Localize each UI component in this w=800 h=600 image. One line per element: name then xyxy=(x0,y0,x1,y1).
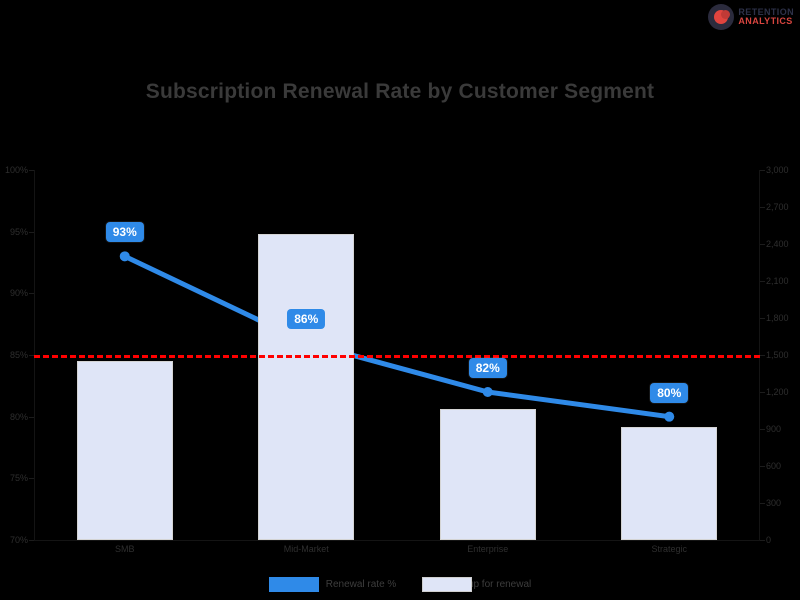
y-axis-left-tickmark xyxy=(29,355,34,356)
y-axis-left-tickmark xyxy=(29,478,34,480)
logo-flower-icon xyxy=(708,4,735,30)
y-axis-right-tick: 2,700 xyxy=(766,202,789,212)
y-axis-right-tick: 0 xyxy=(766,535,772,545)
y-axis-left-tickmark xyxy=(29,293,34,295)
legend-swatch-bar xyxy=(422,577,473,592)
y-axis-left-tickmark xyxy=(29,170,34,171)
line-data-point[interactable] xyxy=(119,251,130,262)
y-axis-right-tickmark xyxy=(760,466,765,467)
y-axis-right-tick: 2,100 xyxy=(766,276,789,286)
y-axis-left-tickmark xyxy=(29,416,34,418)
y-axis-left-tick: 70% xyxy=(9,535,28,545)
bar-smb[interactable] xyxy=(76,361,173,540)
renewal-rate-line xyxy=(122,253,672,420)
x-axis-label: Strategic xyxy=(651,544,688,554)
y-axis-right-tick: 1,200 xyxy=(766,387,789,397)
y-axis-left-tick: 80% xyxy=(9,411,28,422)
chart-title: Subscription Renewal Rate by Customer Se… xyxy=(145,80,655,103)
y-axis-right-tickmark xyxy=(760,355,765,356)
y-axis-right-tickmark xyxy=(760,244,765,245)
y-axis-right-tick: 1,500 xyxy=(766,350,789,360)
y-axis-left-tick: 85% xyxy=(9,350,28,360)
plot-area: 100% 95% 90% 85% 80% 75% 70% 3,000 2,700 2,400 2,1… xyxy=(5,165,789,554)
y-axis-right-tickmark xyxy=(760,429,765,430)
data-label: 93% xyxy=(105,222,144,243)
y-axis-right-tickmark xyxy=(760,170,765,171)
y-axis-right-tickmark xyxy=(760,392,765,393)
line-data-point[interactable] xyxy=(482,387,493,397)
bar-mid-market[interactable] xyxy=(258,234,355,540)
y-axis-left-tick: 75% xyxy=(9,473,28,484)
y-axis-left-tickmark xyxy=(29,231,34,233)
y-axis-right-tickmark xyxy=(760,540,765,541)
brand-logo: RETENTION ANALYTICS xyxy=(708,4,794,30)
y-axis-right-tickmark xyxy=(760,281,765,282)
logo-wordmark: RETENTION ANALYTICS xyxy=(738,6,794,27)
y-axis-right-tick: 900 xyxy=(766,424,782,434)
y-axis-right-tickmark xyxy=(760,503,765,504)
data-label: 80% xyxy=(650,382,689,403)
y-axis-right-tick: 3,000 xyxy=(766,165,789,175)
legend-item-contracts[interactable]: Contracts up for renewal xyxy=(422,577,532,592)
bar-strategic[interactable] xyxy=(621,426,718,540)
line-data-point[interactable] xyxy=(664,411,675,422)
legend-label-renewal-rate: Renewal rate % xyxy=(325,579,397,590)
y-axis-right-tickmark xyxy=(760,207,765,208)
y-axis-right-tick: 300 xyxy=(766,498,782,508)
x-axis-label: SMB xyxy=(114,544,135,554)
bar-enterprise[interactable] xyxy=(439,409,536,540)
y-axis-left-tick: 90% xyxy=(9,288,28,299)
target-threshold-line xyxy=(34,355,760,358)
chart-legend: Renewal rate % Contracts up for renewal xyxy=(0,577,800,592)
axis-baseline xyxy=(34,540,760,541)
x-axis-label: Enterprise xyxy=(467,544,509,554)
y-axis-left-tick: 95% xyxy=(9,226,28,237)
y-axis-left-tick: 100% xyxy=(4,165,28,175)
logo-line-1: RETENTION xyxy=(738,6,794,17)
x-axis-label: Mid-Market xyxy=(283,544,329,554)
data-label: 82% xyxy=(468,358,507,378)
data-label: 86% xyxy=(287,308,326,329)
legend-swatch-line xyxy=(268,577,319,592)
y-axis-right-tick: 2,400 xyxy=(766,239,789,249)
y-axis-right-tickmark xyxy=(760,318,765,319)
logo-line-2: ANALYTICS xyxy=(738,16,793,26)
legend-item-renewal-rate[interactable]: Renewal rate % xyxy=(268,577,397,592)
y-axis-right-tick: 1,800 xyxy=(766,313,789,323)
y-axis-right-tick: 600 xyxy=(766,461,782,471)
legend-label-contracts: Contracts up for renewal xyxy=(422,579,532,590)
y-axis-left-tickmark xyxy=(29,540,34,541)
